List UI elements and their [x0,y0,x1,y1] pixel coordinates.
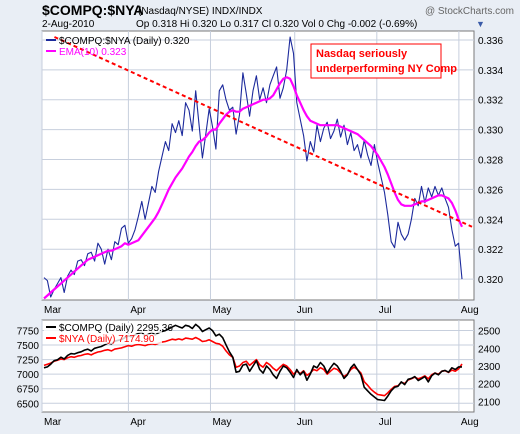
ratio-y-tick-label: 0.322 [478,245,503,256]
price-x-tick-label: Jul [379,417,392,428]
quote-line: Op 0.318 Hi 0.320 Lo 0.317 Cl 0.320 Vol … [136,19,417,30]
price-x-tick-label: Apr [130,417,146,428]
ratio-y-axis: 0.320 0.322 0.324 0.326 0.328 0.330 0.332 0.334… [478,36,503,286]
nya-y-tick-label: 7750 [17,326,40,337]
compq-y-tick-label: 2500 [478,327,501,338]
ratio-y-tick-label: 0.332 [478,96,503,107]
ratio-y-tick-label: 0.336 [478,36,503,47]
price-x-tick-label: Mar [44,417,62,428]
ratio-y-tick-label: 0.330 [478,126,503,137]
nya-y-tick-label: 7000 [17,370,40,381]
ratio-x-tick-label: Jul [379,305,392,316]
nya-line [43,336,463,397]
compq-y-tick-label: 2200 [478,380,501,391]
ratio-x-tick-label: Mar [44,305,62,316]
price-x-axis: Mar Apr May Jun Jul Aug [44,417,479,428]
nya-y-tick-label: 6750 [17,385,40,396]
ratio-x-tick-label: Jun [297,305,313,316]
ratio-line [43,36,463,298]
compq-y-tick-label: 2400 [478,344,501,355]
price-legend-label: $COMPQ (Daily) 2295.36 [59,323,173,334]
compq-y-tick-label: 2100 [478,397,501,408]
quote-down-arrow-icon: ▼ [476,19,485,29]
price-legend: $COMPQ (Daily) 2295.36$NYA (Daily) 7174.… [44,323,173,345]
nya-y-axis: 6500 6750 7000 7250 7500 7750 [17,326,40,410]
price-legend-label: $NYA (Daily) 7174.90 [59,334,155,345]
price-x-tick-label: Aug [461,417,479,428]
ratio-y-tick-label: 0.328 [478,156,503,167]
ratio-x-tick-label: Apr [130,305,146,316]
annotation-line1: Nasdaq seriously [316,48,408,60]
annotation-box: Nasdaq seriously underperforming NY Comp [310,43,457,79]
ratio-y-tick-label: 0.320 [478,275,503,286]
ratio-x-axis: Mar Apr May Jun Jul Aug [44,305,479,316]
nya-y-tick-label: 6500 [17,399,40,410]
price-x-tick-label: May [212,417,231,428]
ratio-legend-label: EMA(10) 0.323 [59,47,127,58]
ratio-legend-label: $COMPQ:$NYA (Daily) 0.320 [59,36,190,47]
price-x-tick-label: Jun [297,417,313,428]
nya-y-tick-label: 7500 [17,341,40,352]
ratio-y-tick-label: 0.326 [478,185,503,196]
ratio-x-tick-label: May [212,305,231,316]
chart-symbol-desc: (Nasdaq/NYSE) INDX/INDX [138,6,263,17]
ratio-y-tick-label: 0.324 [478,215,503,226]
compq-y-axis: 2100 2200 2300 2400 2500 [478,327,501,409]
annotation-line2: underperforming NY Comp [316,63,457,75]
ratio-x-tick-label: Aug [461,305,479,316]
ratio-series [43,36,473,300]
compq-y-tick-label: 2300 [478,362,501,373]
chart-symbol: $COMPQ:$NYA [42,2,143,18]
chart-date: 2-Aug-2010 [42,19,95,30]
ema-line [43,76,464,300]
ratio-y-tick-label: 0.334 [478,66,503,77]
nya-y-tick-label: 7250 [17,356,40,367]
stockcharts-watermark: @ StockCharts.com [425,6,514,17]
